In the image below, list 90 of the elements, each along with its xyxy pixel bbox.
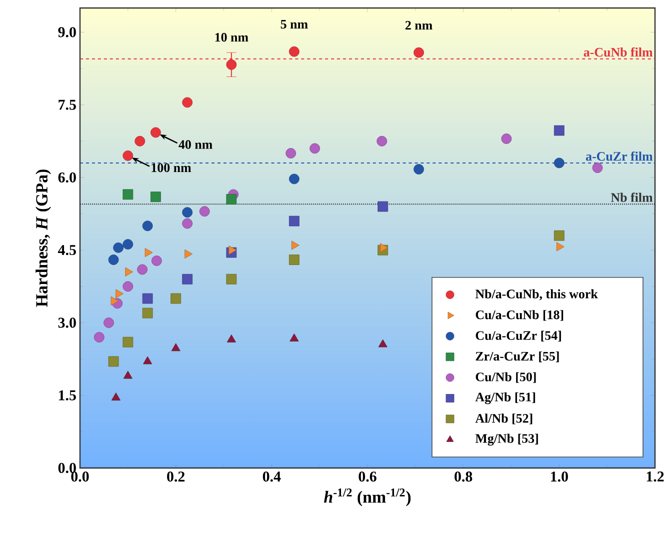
y-tick-label: 3.0 bbox=[58, 318, 76, 328]
point bbox=[143, 356, 152, 364]
point bbox=[289, 254, 300, 265]
point bbox=[150, 192, 161, 202]
y-tick-label: 4.5 bbox=[58, 245, 76, 256]
x-tick-label: 0.0 bbox=[71, 472, 89, 482]
annotation: 100 nm bbox=[152, 163, 192, 172]
y-tick-label: 6.0 bbox=[58, 172, 76, 183]
point bbox=[556, 242, 564, 252]
annotation: 5 nm bbox=[280, 20, 308, 29]
legend-label: Cu/a-CuZr [54] bbox=[476, 330, 561, 342]
x-tick-label: 0.6 bbox=[358, 472, 376, 482]
point bbox=[144, 248, 153, 258]
legend-label: Nb/a-CuNb, this work bbox=[475, 289, 598, 300]
legend-label: Al/Nb [52] bbox=[475, 414, 532, 424]
point bbox=[414, 47, 424, 58]
point bbox=[554, 125, 564, 136]
point bbox=[380, 243, 388, 252]
point bbox=[376, 136, 388, 146]
point bbox=[122, 189, 134, 200]
y-tick-label: 0.0 bbox=[58, 462, 76, 474]
x-tick-label: 0.8 bbox=[454, 472, 472, 482]
point bbox=[289, 216, 300, 226]
legend-label: Cu/Nb [50] bbox=[476, 372, 536, 383]
point bbox=[182, 207, 193, 218]
point bbox=[184, 249, 193, 258]
point bbox=[137, 264, 148, 275]
point bbox=[111, 392, 120, 400]
point bbox=[182, 218, 193, 229]
point bbox=[289, 46, 300, 57]
point bbox=[554, 158, 564, 168]
point bbox=[108, 356, 119, 367]
ref-line-label: a-CuNb film bbox=[584, 47, 653, 57]
point bbox=[142, 308, 153, 318]
point bbox=[110, 296, 119, 306]
y-tick-label: 7.5 bbox=[58, 100, 76, 110]
ref-line-label: Nb film bbox=[610, 192, 653, 202]
point bbox=[182, 97, 193, 108]
point bbox=[104, 318, 114, 328]
point bbox=[113, 242, 124, 253]
point bbox=[554, 230, 564, 241]
point bbox=[414, 164, 424, 174]
point bbox=[94, 332, 104, 342]
x-tick-label: 0.2 bbox=[167, 472, 185, 482]
point bbox=[289, 174, 300, 184]
legend-label: Zr/a-CuZr [55] bbox=[476, 351, 559, 362]
annotation: 10 nm bbox=[215, 32, 248, 42]
y-axis-title: Hardness, H (GPa) bbox=[36, 170, 51, 307]
point bbox=[501, 134, 512, 144]
point bbox=[123, 370, 132, 379]
point bbox=[125, 267, 134, 276]
point bbox=[151, 256, 162, 266]
point bbox=[122, 281, 134, 292]
point bbox=[142, 220, 153, 232]
y-tick-label: 1.5 bbox=[59, 390, 76, 400]
point bbox=[228, 246, 237, 255]
ref-line-label: a-CuZr film bbox=[586, 151, 653, 161]
x-tick-label: 1.2 bbox=[646, 472, 664, 482]
legend-label: Mg/Nb [53] bbox=[475, 434, 538, 446]
point bbox=[292, 240, 300, 250]
legend-label: Cu/a-CuNb [18] bbox=[476, 310, 564, 321]
x-tick-label: 0.4 bbox=[262, 472, 281, 482]
annotation: 2 nm bbox=[405, 20, 432, 30]
point bbox=[226, 59, 237, 70]
point bbox=[122, 150, 134, 161]
point bbox=[378, 201, 388, 212]
point bbox=[290, 334, 299, 342]
point bbox=[310, 143, 320, 154]
point bbox=[170, 293, 182, 304]
point bbox=[150, 127, 161, 138]
point bbox=[142, 293, 153, 304]
x-axis-title: h$^{-1/2}$ (nm$^{-1/2}$) bbox=[324, 488, 411, 506]
annotation: 40 nm bbox=[178, 140, 212, 149]
point bbox=[171, 343, 180, 352]
point bbox=[378, 339, 388, 348]
point bbox=[122, 336, 134, 348]
y-tick-label: 9.0 bbox=[58, 27, 76, 38]
point bbox=[226, 274, 237, 284]
point bbox=[182, 274, 193, 284]
x-tick-label: 1.0 bbox=[551, 472, 568, 482]
legend-label: Ag/Nb [51] bbox=[475, 392, 536, 404]
point bbox=[226, 194, 237, 204]
point bbox=[286, 148, 296, 158]
point bbox=[199, 206, 210, 217]
point bbox=[116, 289, 124, 298]
point bbox=[122, 239, 134, 250]
point bbox=[592, 162, 603, 173]
point bbox=[108, 254, 119, 265]
point bbox=[226, 334, 236, 342]
point bbox=[134, 136, 146, 146]
